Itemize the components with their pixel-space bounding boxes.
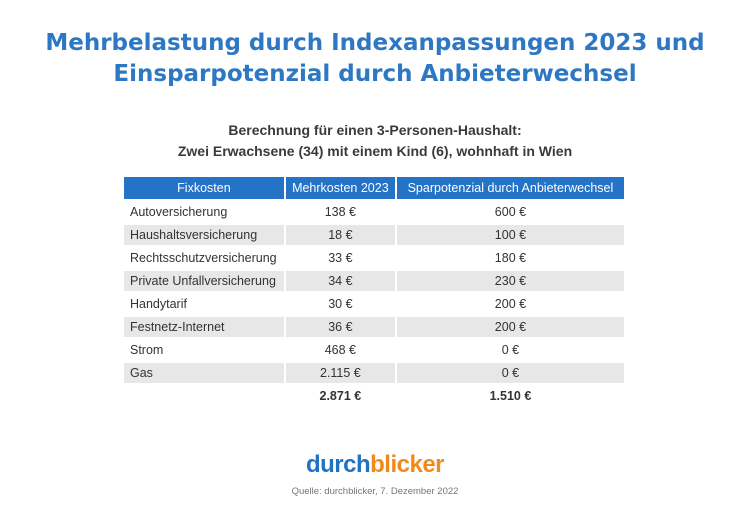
cell-mehrkosten: 33 € [283,248,395,268]
cell-sparpotenzial: 200 € [394,317,624,337]
total-label [124,386,284,406]
cell-mehrkosten: 18 € [283,225,395,245]
cell-mehrkosten: 30 € [283,294,395,314]
table-row: Private Unfallversicherung 34 € 230 € [124,271,624,291]
table-row: Haushaltsversicherung 18 € 100 € [124,225,624,245]
cell-mehrkosten: 138 € [283,202,395,222]
header-fixkosten: Fixkosten [124,177,284,199]
cost-table: Fixkosten Mehrkosten 2023 Sparpotenzial … [124,174,624,409]
logo-part-blicker: blicker [370,451,445,478]
header-sparpotenzial: Sparpotenzial durch Anbieterwechsel [394,177,624,199]
cell-sparpotenzial: 200 € [394,294,624,314]
table-row: Autoversicherung 138 € 600 € [124,202,624,222]
title-line-1: Mehrbelastung durch Indexanpassungen 202… [45,30,705,56]
cell-name: Private Unfallversicherung [124,271,284,291]
cell-name: Festnetz-Internet [124,317,284,337]
cell-mehrkosten: 34 € [283,271,395,291]
table-row: Festnetz-Internet 36 € 200 € [124,317,624,337]
cell-name: Handytarif [130,297,187,311]
table-total-row: 2.871 € 1.510 € [124,386,624,406]
title-line-2: Einsparpotenzial durch Anbieterwechsel [113,61,637,87]
table-row: Gas 2.115 € 0 € [124,363,624,383]
cell-sparpotenzial: 180 € [394,248,624,268]
table-header-row: Fixkosten Mehrkosten 2023 Sparpotenzial … [124,177,624,199]
cell-mehrkosten: 2.115 € [283,363,395,383]
cell-sparpotenzial: 600 € [394,202,624,222]
cell-name: Gas [124,363,284,383]
cell-mehrkosten: 468 € [283,340,395,360]
cell-sparpotenzial: 0 € [394,340,624,360]
logo-part-durch: durch [305,451,371,478]
cell-mehrkosten: 36 € [283,317,395,337]
cell-name: Strom [130,343,164,357]
cell-sparpotenzial: 0 € [394,363,624,383]
subtitle-line-1: Berechnung für einen 3-Personen-Haushalt… [228,122,522,138]
cell-sparpotenzial: 100 € [394,225,624,245]
table-row: Handytarif 30 € 200 € [124,294,624,314]
durchblicker-logo: durchblicker [0,451,750,479]
table-row: Rechtsschutzversicherung 33 € 180 € [124,248,624,268]
cell-name: Rechtsschutzversicherung [130,251,277,265]
total-sparpotenzial: 1.510 € [394,386,624,406]
cell-name: Autoversicherung [130,205,228,219]
page-title: Mehrbelastung durch Indexanpassungen 202… [0,28,750,90]
source-note: Quelle: durchblicker, 7. Dezember 2022 [291,486,459,497]
subtitle: Berechnung für einen 3-Personen-Haushalt… [0,120,750,162]
header-mehrkosten: Mehrkosten 2023 [283,177,395,199]
subtitle-line-2: Zwei Erwachsene (34) mit einem Kind (6),… [177,143,573,159]
cell-sparpotenzial: 230 € [394,271,624,291]
cell-name: Haushaltsversicherung [124,225,284,245]
table-row: Strom 468 € 0 € [124,340,624,360]
total-mehrkosten: 2.871 € [283,386,395,406]
